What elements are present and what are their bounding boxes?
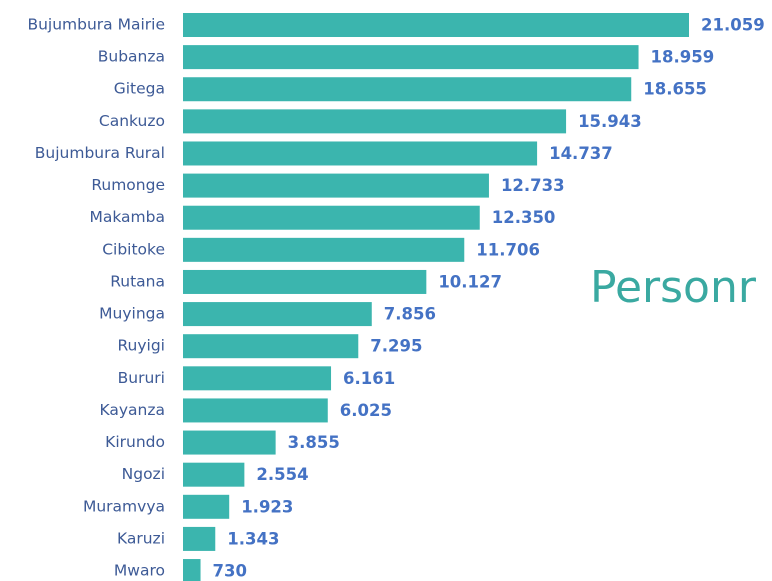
category-label: Bujumbura Mairie xyxy=(27,16,165,34)
bar xyxy=(183,173,489,198)
bar xyxy=(183,494,230,519)
category-label: Kirundo xyxy=(105,433,165,451)
category-label: Kayanza xyxy=(99,401,165,419)
value-label: 21.059 xyxy=(701,16,765,35)
value-label: 6.025 xyxy=(340,401,392,420)
bar xyxy=(183,462,245,487)
value-label: 18.959 xyxy=(651,48,715,67)
value-label: 6.161 xyxy=(343,369,395,388)
value-label: 2.554 xyxy=(256,465,308,484)
category-label: Ngozi xyxy=(122,465,165,483)
bar xyxy=(183,430,276,455)
bar xyxy=(183,109,567,134)
bar xyxy=(183,302,372,327)
bar xyxy=(183,366,332,391)
category-label: Cibitoke xyxy=(102,240,165,258)
value-label: 7.856 xyxy=(384,305,436,324)
bar xyxy=(183,269,427,294)
bar xyxy=(183,559,201,581)
value-label: 14.737 xyxy=(549,144,613,163)
value-label: 11.706 xyxy=(476,240,540,259)
value-label: 10.127 xyxy=(438,272,502,291)
bar xyxy=(183,526,216,551)
category-label: Ruyigi xyxy=(117,337,165,355)
value-label: 3.855 xyxy=(288,433,340,452)
bar xyxy=(183,77,632,102)
category-label: Mwaro xyxy=(114,562,165,580)
bar xyxy=(183,141,538,166)
category-label: Rumonge xyxy=(91,176,165,194)
category-label: Makamba xyxy=(89,208,165,226)
category-label: Bujumbura Rural xyxy=(35,144,165,162)
category-label: Muramvya xyxy=(83,497,165,515)
bar xyxy=(183,13,689,37)
value-label: 7.295 xyxy=(370,337,422,356)
value-label: 18.655 xyxy=(643,80,707,99)
category-label: Muyinga xyxy=(99,305,165,323)
annotation: Personr xyxy=(590,262,757,313)
value-label: 12.350 xyxy=(492,208,556,227)
value-label: 1.343 xyxy=(227,529,279,548)
value-label: 730 xyxy=(213,562,247,581)
value-label: 15.943 xyxy=(578,112,642,131)
category-label: Bururi xyxy=(118,369,165,387)
category-label: Gitega xyxy=(114,80,165,98)
bar xyxy=(183,334,359,359)
bar xyxy=(183,398,328,423)
value-label: 1.923 xyxy=(241,497,293,516)
bar xyxy=(183,45,639,70)
category-label: Karuzi xyxy=(117,529,165,547)
category-label: Bubanza xyxy=(98,48,165,66)
value-label: 12.733 xyxy=(501,176,565,195)
bar xyxy=(183,205,480,230)
bar xyxy=(183,237,465,262)
category-label: Rutana xyxy=(110,272,165,290)
category-label: Cankuzo xyxy=(99,112,165,130)
